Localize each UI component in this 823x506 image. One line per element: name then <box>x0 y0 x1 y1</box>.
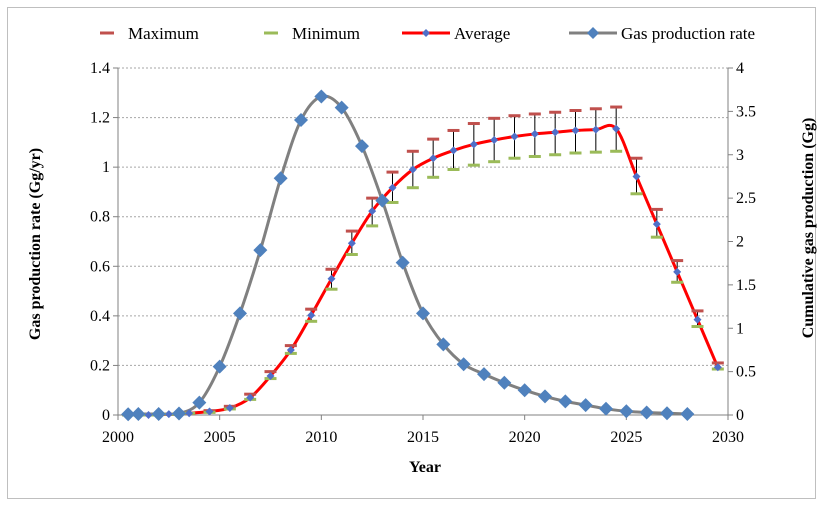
average-marker <box>693 315 702 324</box>
average-marker <box>571 126 580 135</box>
gas-production-rate-marker <box>619 404 634 419</box>
average-marker <box>469 140 478 149</box>
y-left-tick-label: 1 <box>102 159 110 176</box>
gas-production-rate-marker <box>131 407 146 422</box>
y-right-tick-label: 4 <box>736 60 744 77</box>
y-right-tick-label: 1 <box>736 320 744 337</box>
gas-production-rate-line <box>128 94 688 416</box>
x-tick-label: 2030 <box>712 429 744 446</box>
average-marker <box>652 220 661 229</box>
average-marker <box>347 239 356 248</box>
y-axis-left-label: Gas production rate (Gg/yr) <box>27 148 44 340</box>
series-markers <box>121 89 724 422</box>
axes <box>113 67 733 420</box>
gas-production-rate-marker <box>121 407 136 422</box>
y-right-tick-label: 1.5 <box>736 277 756 294</box>
x-tick-label: 2010 <box>305 429 337 446</box>
average-marker <box>266 371 275 380</box>
y-left-tick-label: 1.4 <box>90 60 110 77</box>
average-marker <box>510 132 519 141</box>
x-tick-label: 2005 <box>204 429 236 446</box>
average-marker <box>713 363 722 372</box>
gridlines <box>118 67 728 366</box>
y-left-tick-label: 1.2 <box>90 110 110 127</box>
average-marker <box>408 165 417 174</box>
y-right-tick-label: 3.5 <box>736 103 756 120</box>
legend-swatch-marker <box>422 29 430 37</box>
gas-production-rate-marker <box>680 407 695 422</box>
average-marker <box>591 125 600 134</box>
legend-label: Maximum <box>128 24 199 43</box>
y-right-tick-label: 2.5 <box>736 190 756 207</box>
gas-production-rate-marker <box>517 383 532 398</box>
average-marker <box>490 136 499 145</box>
y-right-tick-label: 0.5 <box>736 364 756 381</box>
average-marker <box>388 183 397 192</box>
gas-production-rate-marker <box>395 255 410 270</box>
average-marker <box>225 404 234 413</box>
gas-production-rate-marker <box>456 357 471 372</box>
y-right-tick-label: 2 <box>736 234 744 251</box>
gas-production-rate-marker <box>497 375 512 390</box>
gas-production-rate-marker <box>233 306 247 321</box>
average-marker <box>246 393 255 402</box>
gas-production-rate-marker <box>192 395 207 410</box>
average-marker <box>185 409 194 418</box>
gas-production-rate-marker <box>599 401 613 416</box>
average-marker <box>673 267 682 276</box>
y-axis-right-label: Cumulative gas production (Gg) <box>800 118 817 339</box>
x-tick-label: 2000 <box>102 429 134 446</box>
gas-production-rate-marker <box>660 406 674 421</box>
legend-label: Minimum <box>292 24 360 43</box>
x-axis-label: Year <box>409 459 441 476</box>
gas-production-rate-marker <box>273 171 288 186</box>
tick-labels: 0 0.2 0.4 0.6 0.8 1 1.2 1.4 0 0.5 1 1.5 2 2.5 3 3.5 4 200… <box>90 60 756 446</box>
average-marker <box>368 207 377 216</box>
gas-production-rate-marker <box>436 337 451 352</box>
average-marker <box>551 128 560 137</box>
y-left-tick-label: 0.2 <box>90 357 110 374</box>
gas-production-rate-marker <box>416 306 430 321</box>
gas-production-rate-marker <box>355 139 369 154</box>
y-left-tick-label: 0 <box>102 407 110 424</box>
gas-production-rate-marker <box>151 407 166 422</box>
x-tick-label: 2015 <box>407 429 439 446</box>
y-right-tick-label: 3 <box>736 147 744 164</box>
average-marker <box>286 345 295 354</box>
legend-swatch-marker <box>587 27 599 39</box>
average-marker <box>429 154 438 163</box>
average-marker <box>449 146 458 155</box>
legend-label: Average <box>454 24 510 43</box>
gas-production-rate-marker <box>334 100 349 115</box>
average-marker <box>144 411 153 419</box>
gas-production-rate-marker <box>172 406 186 421</box>
gas-production-rate-marker <box>538 389 552 404</box>
x-tick-label: 2020 <box>509 429 541 446</box>
gas-production-rate-marker <box>253 243 268 258</box>
y-left-tick-label: 0.8 <box>90 209 110 226</box>
average-marker <box>164 410 173 419</box>
x-tick-label: 2025 <box>610 429 642 446</box>
gas-production-rate-marker <box>212 359 227 374</box>
gas-production-rate-marker <box>558 394 573 409</box>
gas-production-rate-marker <box>294 113 308 128</box>
chart-frame <box>7 7 816 499</box>
legend: Maximum Minimum Average Gas production rate <box>100 24 755 43</box>
gas-production-rate-marker <box>375 193 390 208</box>
gas-production-rate-marker <box>578 398 593 413</box>
gas-production-rate-marker <box>314 89 329 104</box>
average-marker <box>612 124 621 133</box>
average-marker <box>307 311 316 320</box>
legend-label: Gas production rate <box>621 24 755 43</box>
average-marker <box>530 129 539 138</box>
average-marker <box>632 172 641 181</box>
y-left-tick-label: 0.4 <box>90 308 110 325</box>
average-marker <box>205 407 214 416</box>
y-right-tick-label: 0 <box>736 407 744 424</box>
gas-production-rate-marker <box>639 405 654 420</box>
average-marker <box>327 274 336 283</box>
gas-production-rate-marker <box>477 367 491 382</box>
y-left-tick-label: 0.6 <box>90 258 110 275</box>
